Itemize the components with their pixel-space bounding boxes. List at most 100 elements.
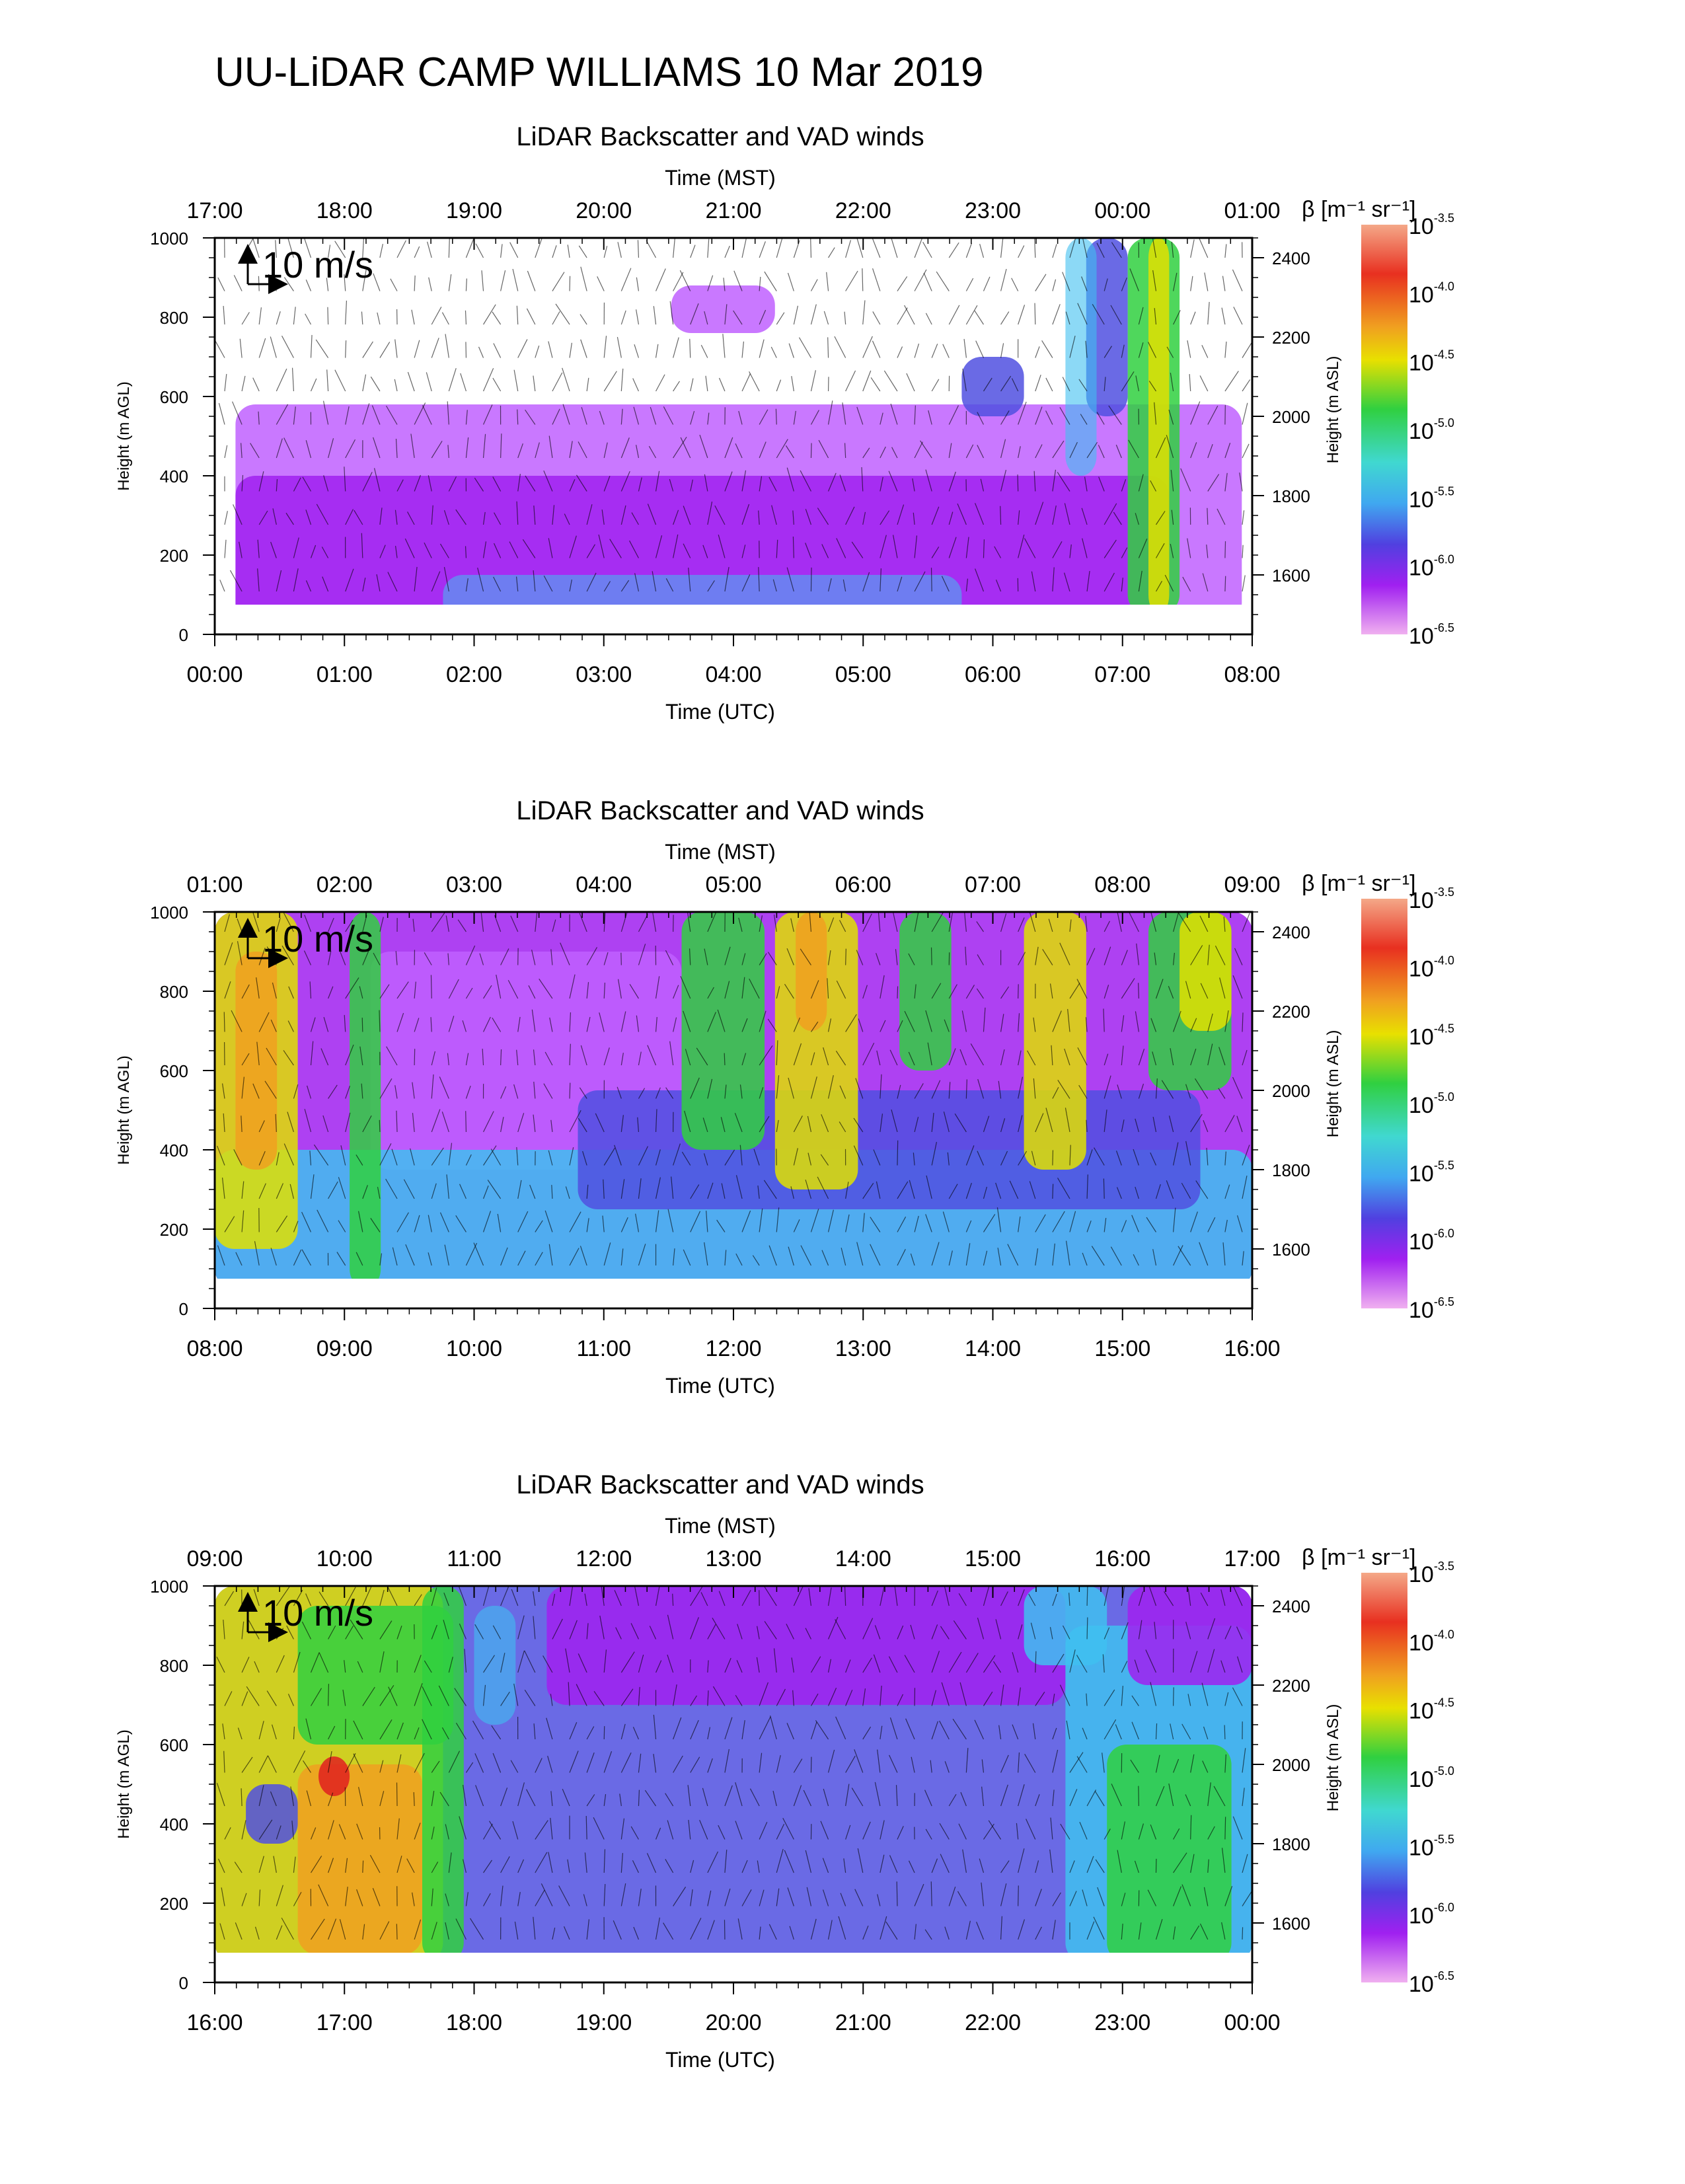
top-tick-label: 01:00 <box>186 872 243 897</box>
colorbar <box>1361 1573 1407 1982</box>
wind-vector <box>396 1924 397 1939</box>
panel-title: LiDAR Backscatter and VAD winds <box>516 1470 924 1499</box>
right-tick-label: 2000 <box>1272 1081 1310 1101</box>
bottom-tick-label: 18:00 <box>446 2010 502 2035</box>
backscatter-region <box>578 1090 1201 1209</box>
right-tick-label: 1800 <box>1272 486 1310 506</box>
wind-vector <box>362 1018 363 1032</box>
top-tick-label: 12:00 <box>576 1546 632 1571</box>
top-axis-label: Time (MST) <box>665 1514 776 1538</box>
wind-vector <box>328 1684 329 1706</box>
colorbar-tick-label: 10-3.5 <box>1409 1560 1454 1587</box>
top-tick-label: 16:00 <box>1094 1546 1150 1571</box>
bottom-axis-label: Time (UTC) <box>665 1374 775 1398</box>
backscatter-region <box>1024 912 1086 1170</box>
top-tick-label: 13:00 <box>705 1546 761 1571</box>
bottom-tick-label: 19:00 <box>576 2010 632 2035</box>
backscatter-region <box>246 1784 298 1844</box>
colorbar-tick-label: 10-5.0 <box>1409 1090 1454 1118</box>
bottom-tick-label: 16:00 <box>1224 1336 1280 1361</box>
colorbar <box>1361 899 1407 1308</box>
right-tick-label: 2400 <box>1272 1597 1310 1616</box>
wind-vector <box>621 953 622 965</box>
bottom-tick-label: 23:00 <box>1094 2010 1150 2035</box>
colorbar-tick-label: 10-4.5 <box>1409 348 1454 376</box>
bottom-tick-label: 06:00 <box>965 662 1021 687</box>
left-tick-label: 0 <box>179 625 188 645</box>
right-tick-label: 1600 <box>1272 1914 1310 1934</box>
left-axis-label: Height (m AGL) <box>115 1055 133 1164</box>
chart-panel-3: LiDAR Backscatter and VAD winds Time (MST… <box>115 1470 1454 2072</box>
backscatter-field <box>215 907 1252 1308</box>
right-tick-label: 1600 <box>1272 1240 1310 1260</box>
backscatter-region <box>899 912 952 1071</box>
right-tick-label: 2200 <box>1272 1002 1310 1022</box>
bottom-tick-label: 12:00 <box>705 1336 761 1361</box>
top-tick-label: 23:00 <box>965 198 1021 223</box>
right-tick-label: 2400 <box>1272 923 1310 942</box>
bottom-tick-label: 08:00 <box>186 1336 243 1361</box>
bottom-tick-label: 15:00 <box>1094 1336 1150 1361</box>
bottom-tick-label: 10:00 <box>446 1336 502 1361</box>
top-tick-label: 18:00 <box>317 198 373 223</box>
left-axis-label: Height (m AGL) <box>115 381 133 490</box>
backscatter-region <box>422 1586 464 1963</box>
colorbar-label: β [m⁻¹ sr⁻¹] <box>1302 871 1416 896</box>
wind-vector <box>466 1111 467 1132</box>
below-gate-mask <box>215 605 1252 634</box>
wind-vector <box>1000 506 1001 525</box>
backscatter-region <box>1107 1745 1231 1963</box>
backscatter-field <box>213 233 1252 634</box>
bottom-tick-label: 04:00 <box>705 662 761 687</box>
backscatter-region <box>1180 912 1232 1031</box>
bottom-tick-label: 07:00 <box>1094 662 1150 687</box>
bottom-tick-label: 16:00 <box>186 2010 243 2035</box>
panel-title: LiDAR Backscatter and VAD winds <box>516 122 924 151</box>
left-tick-label: 800 <box>160 982 188 1002</box>
colorbar-label: β [m⁻¹ sr⁻¹] <box>1302 197 1416 222</box>
colorbar-tick-label: 10-6.0 <box>1409 1227 1454 1255</box>
backscatter-region <box>1148 238 1169 615</box>
backscatter-field <box>215 1583 1254 1982</box>
backscatter-region <box>235 952 277 1170</box>
chart-panel-1: LiDAR Backscatter and VAD winds Time (MST… <box>115 122 1454 724</box>
left-tick-label: 400 <box>160 1141 188 1160</box>
colorbar-tick-label: 10-6.5 <box>1409 1295 1454 1323</box>
backscatter-region <box>961 357 1024 416</box>
top-axis-label: Time (MST) <box>665 166 776 190</box>
scale-arrow-label: 10 m/s <box>262 244 373 285</box>
wind-vector <box>724 1053 725 1065</box>
top-tick-label: 03:00 <box>446 872 502 897</box>
backscatter-region <box>682 912 765 1150</box>
scale-arrow-label: 10 m/s <box>262 918 373 960</box>
bottom-tick-label: 09:00 <box>317 1336 373 1361</box>
bottom-axis-label: Time (UTC) <box>665 2048 775 2072</box>
top-tick-label: 01:00 <box>1224 198 1280 223</box>
right-tick-label: 1800 <box>1272 1834 1310 1854</box>
right-axis-label: Height (m ASL) <box>1324 356 1342 464</box>
left-tick-label: 200 <box>160 1894 188 1914</box>
wind-vector <box>1018 984 1019 998</box>
bottom-tick-label: 14:00 <box>965 1336 1021 1361</box>
below-gate-mask <box>215 1953 1252 1982</box>
left-tick-label: 1000 <box>150 1577 188 1597</box>
colorbar-tick-label: 10-4.5 <box>1409 1022 1454 1050</box>
colorbar-tick-label: 10-5.0 <box>1409 1764 1454 1792</box>
colorbar-tick-label: 10-6.0 <box>1409 553 1454 581</box>
left-tick-label: 1000 <box>150 229 188 248</box>
top-tick-label: 22:00 <box>835 198 891 223</box>
bottom-tick-label: 00:00 <box>1224 2010 1280 2035</box>
wind-vector <box>897 1141 898 1166</box>
top-tick-label: 17:00 <box>1224 1546 1280 1571</box>
backscatter-region <box>671 285 775 333</box>
colorbar <box>1361 225 1407 634</box>
top-tick-label: 19:00 <box>446 198 502 223</box>
backscatter-region <box>474 1606 516 1725</box>
right-tick-label: 2000 <box>1272 1755 1310 1775</box>
bottom-tick-label: 20:00 <box>705 2010 761 2035</box>
backscatter-region <box>546 1586 1065 1705</box>
right-tick-label: 2000 <box>1272 407 1310 427</box>
right-axis-label: Height (m ASL) <box>1324 1704 1342 1812</box>
